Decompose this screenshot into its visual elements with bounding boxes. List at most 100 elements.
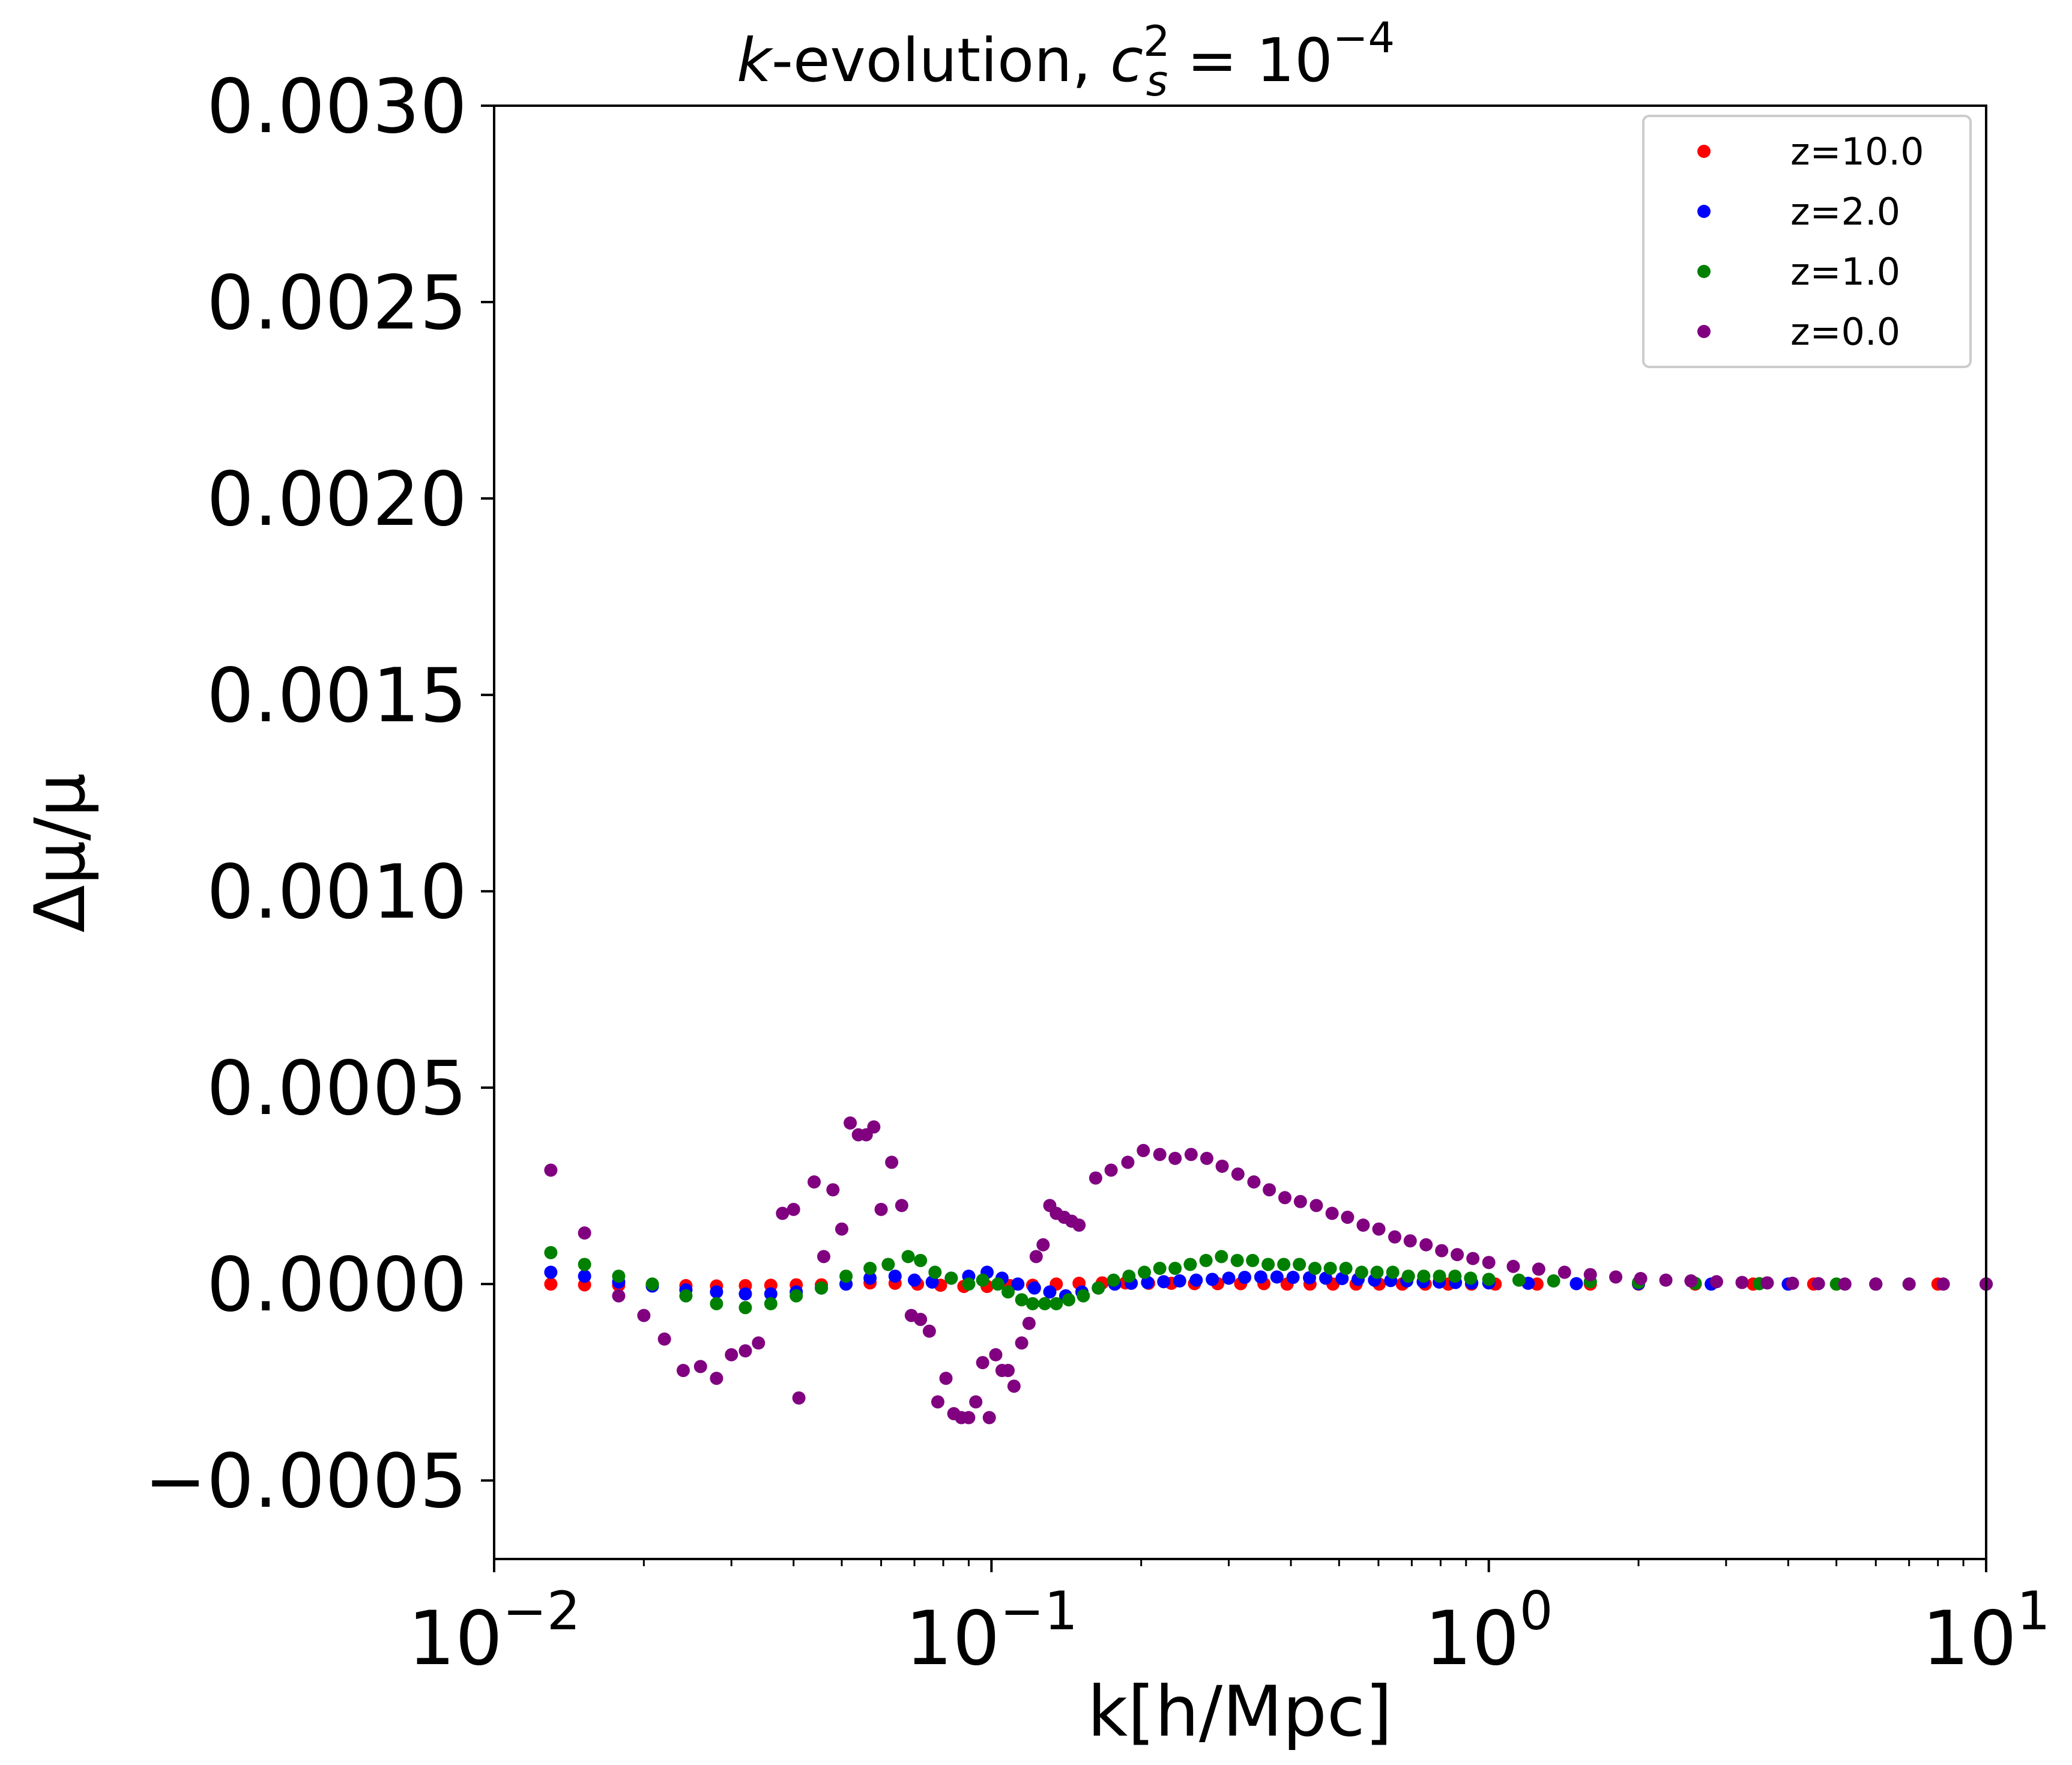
- x-tick-label: 101: [1922, 1580, 2050, 1682]
- data-point: [1270, 1270, 1284, 1284]
- y-tick-label: 0.0020: [207, 456, 467, 543]
- data-point: [1089, 1171, 1102, 1185]
- data-point: [1141, 1276, 1155, 1289]
- data-point: [1153, 1148, 1167, 1161]
- data-point: [1168, 1262, 1182, 1275]
- data-point: [1319, 1271, 1333, 1285]
- data-point: [1902, 1277, 1916, 1291]
- data-point: [544, 1246, 558, 1259]
- data-point: [1309, 1199, 1323, 1212]
- data-point: [1293, 1258, 1306, 1271]
- data-point: [1609, 1270, 1623, 1284]
- data-point: [645, 1277, 659, 1291]
- data-point: [1200, 1151, 1213, 1165]
- data-point: [1247, 1175, 1261, 1189]
- data-point: [1482, 1256, 1496, 1270]
- data-point: [1786, 1276, 1799, 1290]
- data-point: [710, 1297, 723, 1310]
- data-point: [1157, 1275, 1171, 1289]
- data-point: [888, 1270, 902, 1283]
- data-point: [612, 1289, 626, 1303]
- y-tick-label: 0.0000: [207, 1242, 467, 1328]
- data-point: [544, 1163, 558, 1177]
- legend-marker: [1697, 205, 1711, 218]
- data-point: [881, 1258, 895, 1271]
- legend-label: z=2.0: [1790, 190, 1900, 234]
- chart-title: k-evolution, c2 s = 10−4: [737, 13, 1395, 106]
- data-point: [792, 1391, 806, 1405]
- data-point: [578, 1270, 591, 1283]
- data-point: [1137, 1143, 1150, 1157]
- data-point: [1238, 1271, 1252, 1285]
- data-point: [725, 1348, 738, 1361]
- data-point: [1659, 1273, 1673, 1287]
- data-point: [1246, 1253, 1260, 1267]
- data-point: [863, 1271, 877, 1285]
- data-point: [1121, 1155, 1135, 1169]
- data-point: [1001, 1285, 1015, 1299]
- data-point: [835, 1222, 848, 1236]
- series-z=0.0: [544, 1116, 1993, 1424]
- data-point: [931, 1395, 944, 1409]
- data-point: [1168, 1151, 1182, 1165]
- plot-points: [544, 1116, 1993, 1424]
- x-axis-label: k[h/Mpc]: [1087, 1671, 1392, 1752]
- plot-frame: [493, 104, 1987, 1560]
- y-axis: −0.0005 0.0000 0.0005 0.0010 0.0015 0.0020 0.0…: [144, 64, 494, 1525]
- data-point: [1869, 1277, 1883, 1291]
- data-point: [1451, 1248, 1464, 1262]
- data-point: [817, 1250, 830, 1264]
- data-point: [776, 1206, 790, 1220]
- y-tick-label: −0.0005: [144, 1438, 467, 1525]
- data-point: [1583, 1268, 1597, 1282]
- data-point: [826, 1183, 840, 1197]
- data-point: [1230, 1253, 1244, 1267]
- legend-box: [1642, 115, 1972, 368]
- data-point: [1104, 1163, 1118, 1177]
- data-point: [1062, 1293, 1076, 1307]
- data-point: [1036, 1238, 1050, 1252]
- data-point: [1072, 1219, 1086, 1232]
- data-point: [1001, 1364, 1015, 1378]
- x-axis: 10−2 10−1 100 101: [408, 1559, 2050, 1682]
- data-point: [1403, 1234, 1417, 1248]
- data-point: [976, 1355, 989, 1369]
- data-point: [1435, 1244, 1449, 1258]
- data-point: [1050, 1297, 1063, 1310]
- data-point: [914, 1313, 928, 1327]
- data-point: [1231, 1167, 1245, 1181]
- data-point: [1206, 1273, 1219, 1286]
- x-tick-label: 100: [1425, 1580, 1553, 1682]
- data-point: [908, 1273, 922, 1287]
- data-point: [1278, 1191, 1292, 1205]
- data-point: [839, 1270, 853, 1283]
- data-point: [1339, 1262, 1353, 1275]
- data-point: [1043, 1285, 1057, 1299]
- data-point: [1735, 1276, 1749, 1289]
- y-tick-label: 0.0005: [207, 1046, 467, 1132]
- data-point: [1107, 1273, 1120, 1287]
- data-point: [578, 1226, 591, 1240]
- data-point: [1308, 1262, 1322, 1275]
- data-point: [1811, 1277, 1825, 1291]
- data-point: [1569, 1277, 1583, 1291]
- data-point: [1173, 1274, 1186, 1288]
- data-point: [1122, 1270, 1136, 1283]
- data-point: [962, 1411, 976, 1424]
- data-point: [1547, 1274, 1560, 1288]
- data-point: [612, 1270, 626, 1283]
- data-point: [1293, 1194, 1307, 1208]
- data-point: [1183, 1258, 1197, 1271]
- data-point: [1189, 1273, 1203, 1287]
- data-point: [790, 1289, 803, 1303]
- data-point: [1388, 1230, 1402, 1244]
- legend-marker: [1697, 325, 1711, 338]
- data-point: [1482, 1273, 1496, 1286]
- data-point: [991, 1277, 1004, 1291]
- data-point: [1254, 1270, 1267, 1284]
- data-point: [679, 1289, 693, 1303]
- data-point: [787, 1202, 800, 1216]
- data-point: [544, 1265, 558, 1279]
- data-point: [928, 1265, 942, 1279]
- data-point: [1684, 1274, 1698, 1288]
